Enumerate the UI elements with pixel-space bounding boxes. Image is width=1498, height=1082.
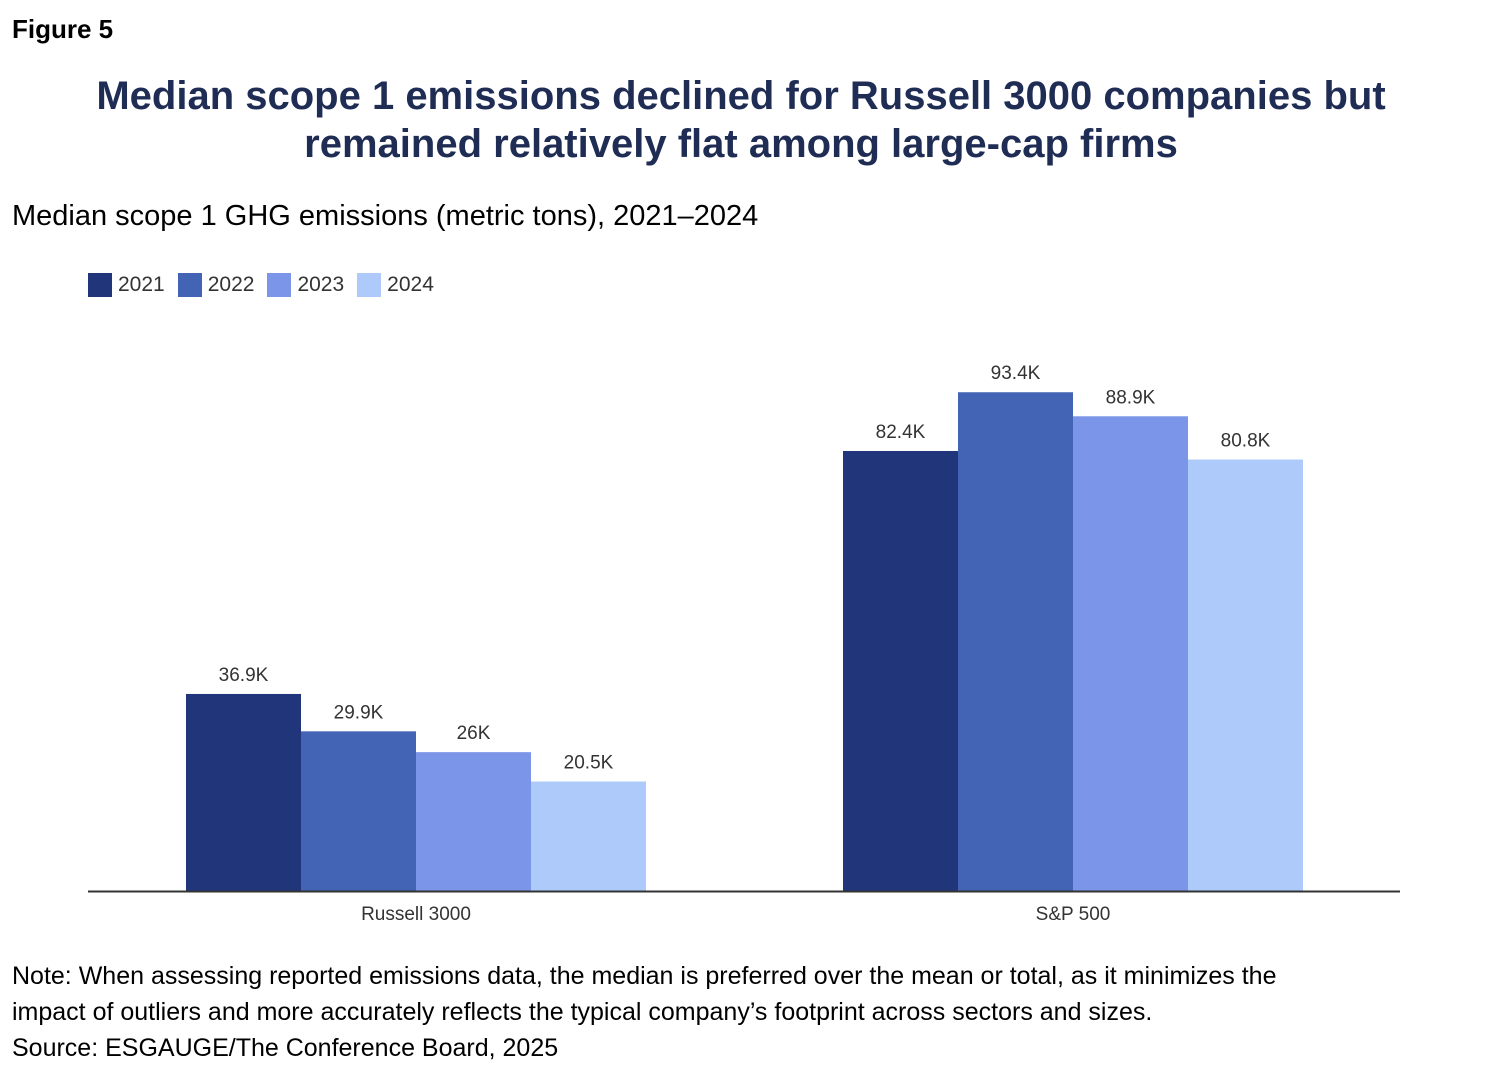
source-line: Source: ESGAUGE/The Conference Board, 20… — [12, 1034, 559, 1062]
legend-swatch-2023 — [267, 273, 292, 297]
data-label-s-p-500-2023: 88.9K — [1106, 387, 1156, 408]
bar-russell-3000-2023 — [416, 752, 531, 891]
data-label-s-p-500-2024: 80.8K — [1221, 431, 1271, 452]
chart-subtitle: Median scope 1 GHG emissions (metric ton… — [12, 200, 759, 232]
data-label-s-p-500-2021: 82.4K — [876, 422, 926, 443]
note-line-1: Note: When assessing reported emissions … — [12, 962, 1277, 990]
data-label-russell-3000-2022: 29.9K — [334, 702, 384, 723]
bar-s-p-500-2023 — [1073, 416, 1188, 891]
legend-item-2023: 2023 — [267, 273, 344, 297]
legend-swatch-2021 — [88, 273, 112, 297]
title-line-1: Median scope 1 emissions declined for Ru… — [96, 74, 1386, 118]
legend-label-2021: 2021 — [118, 273, 165, 296]
legend-label-2023: 2023 — [297, 273, 345, 296]
title-line-2: remained relatively flat among large-cap… — [304, 122, 1178, 166]
legend-swatch-2024 — [357, 273, 382, 297]
bar-s-p-500-2024 — [1188, 459, 1303, 891]
chart-main-title: Median scope 1 emissions declined for Ru… — [0, 72, 1482, 168]
legend-item-2022: 2022 — [177, 273, 255, 297]
legend: 2021 2022 2023 2024 — [88, 271, 447, 299]
legend-label-2024: 2024 — [387, 273, 434, 296]
x-tick-label-s-p-500: S&P 500 — [1036, 904, 1111, 925]
data-label-russell-3000-2023: 26K — [457, 723, 491, 744]
note-line-2: impact of outliers and more accurately r… — [12, 998, 1153, 1026]
bar-s-p-500-2021 — [843, 450, 958, 891]
figure-label: Figure 5 — [12, 14, 114, 44]
x-tick-label-russell-3000: Russell 3000 — [361, 904, 471, 925]
data-label-russell-3000-2024: 20.5K — [564, 753, 614, 774]
bar-russell-3000-2022 — [301, 731, 416, 891]
bar-chart: 36.9K 29.9K 26K 20.5K Russell 3000 82.4K 93.4K… — [88, 363, 1400, 925]
bar-russell-3000-2021 — [186, 693, 301, 891]
bar-russell-3000-2024 — [531, 781, 646, 891]
legend-item-2024: 2024 — [357, 273, 434, 297]
legend-label-2022: 2022 — [207, 273, 255, 296]
chart-note: Note: When assessing reported emissions … — [12, 958, 1482, 1066]
bar-s-p-500-2022 — [958, 392, 1073, 891]
data-label-s-p-500-2022: 93.4K — [991, 363, 1041, 384]
legend-item-2021: 2021 — [88, 273, 165, 297]
legend-swatch-2022 — [177, 273, 202, 297]
data-label-russell-3000-2021: 36.9K — [219, 665, 269, 686]
